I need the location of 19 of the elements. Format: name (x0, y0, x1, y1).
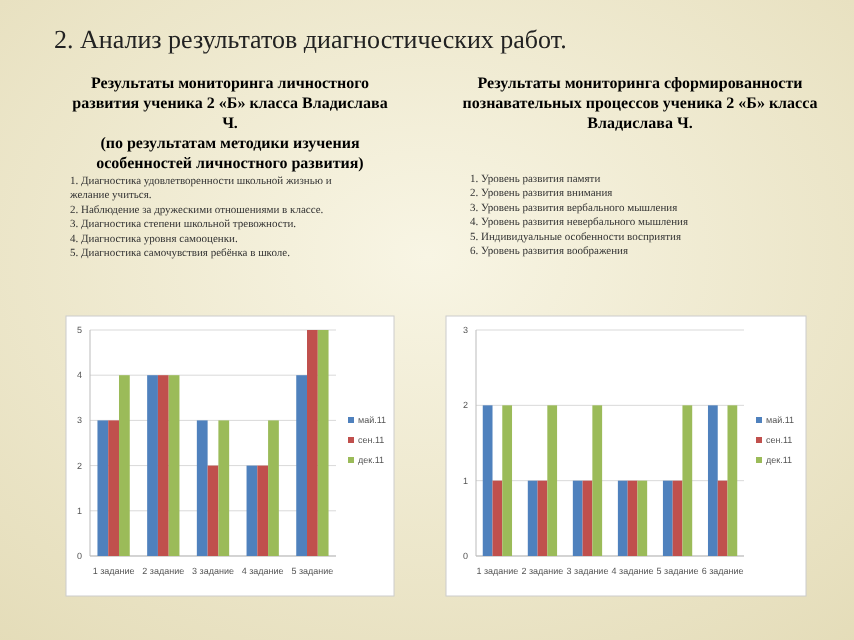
bar (307, 330, 318, 556)
bar (196, 420, 208, 556)
bar (257, 465, 269, 556)
bar (157, 375, 169, 556)
bar (317, 330, 329, 556)
bar (147, 375, 158, 556)
bar (168, 375, 180, 556)
bar (268, 420, 279, 556)
text: 2. Анализ результатов диагностических работ. (54, 24, 567, 54)
chart-title: Результаты мониторинга личностного развития ученика 2 «Б» класса Владислава Ч. (72, 74, 388, 132)
bar (296, 375, 308, 556)
bar (97, 420, 109, 556)
chart-subtitle: (по результатам методики изучения особенностей личностного развития) (96, 134, 365, 172)
bar (118, 375, 130, 556)
bar (218, 420, 230, 556)
bar (207, 465, 219, 556)
chart-title: Результаты мониторинга сформированности познавательных процессов ученика 2 «Б» класса Владислава Ч. (462, 74, 818, 132)
bar (108, 420, 119, 556)
bar (246, 465, 258, 556)
